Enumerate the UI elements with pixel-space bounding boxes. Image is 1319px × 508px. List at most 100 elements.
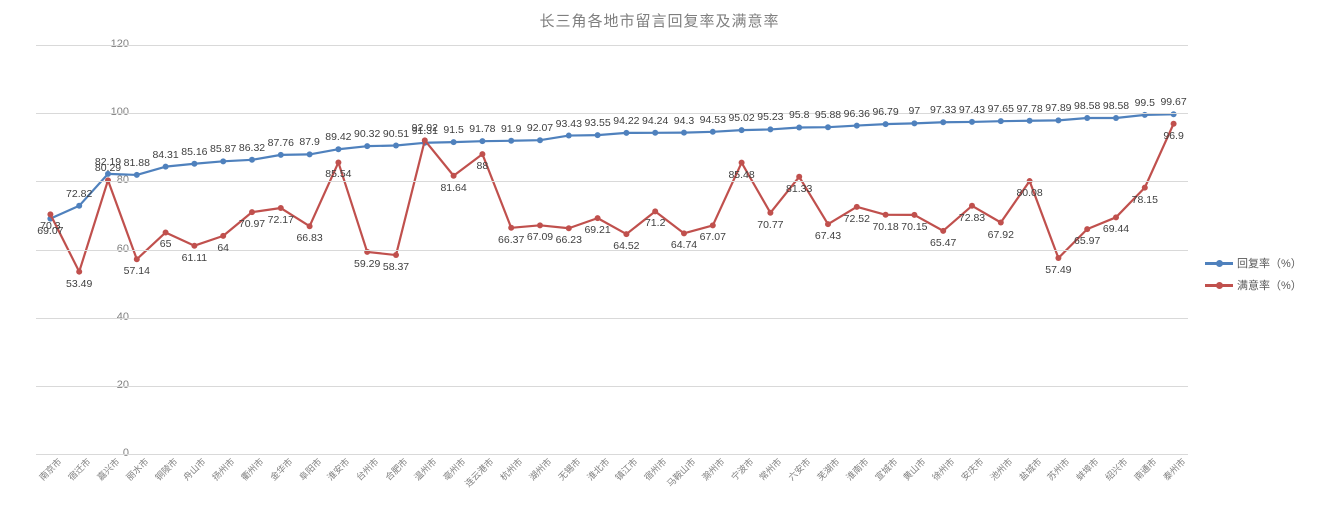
satisfaction-rate-data-label: 85.48 [728,168,755,181]
x-axis-line [36,454,1188,455]
x-tick-label: 徐州市 [930,456,957,483]
gridline [36,113,1188,115]
data-point-marker [681,230,687,237]
reply-rate-data-label: 97.89 [1045,102,1072,115]
data-point-marker [393,142,399,149]
data-point-marker [1113,115,1119,122]
y-tick-label: 0 [122,447,129,459]
x-tick-label: 常州市 [757,456,784,483]
satisfaction-rate-data-label: 70.77 [757,218,784,231]
x-tick-label: 无锡市 [556,456,583,483]
satisfaction-rate-data-label: 69.21 [584,224,611,237]
reply-rate-data-label: 69.07 [37,224,64,237]
reply-rate-data-label: 85.87 [210,143,237,156]
satisfaction-rate-data-label: 66.23 [555,234,582,247]
satisfaction-rate-data-label: 70.15 [901,220,928,233]
satisfaction-rate-data-label: 72.17 [267,214,294,227]
reply-rate-data-label: 81.88 [123,156,150,169]
x-tick-label: 池州市 [988,456,1015,483]
satisfaction-rate-data-label: 53.49 [66,277,93,290]
reply-rate-data-label: 86.32 [238,141,266,154]
data-point-marker [450,172,457,179]
legend-swatch-icon [1205,257,1233,269]
reply-rate-data-label: 97.65 [987,103,1014,116]
reply-rate-data-label: 96.79 [872,106,899,119]
satisfaction-rate-data-label: 96.9 [1163,129,1184,142]
x-tick-label: 南通市 [1132,456,1159,483]
legend-item[interactable]: 满意率（%） [1205,274,1315,296]
reply-rate-data-label: 85.16 [181,145,208,158]
x-tick-label: 南京市 [37,456,64,483]
series-lines [47,111,1177,275]
data-point-marker [537,137,543,144]
data-point-marker [191,160,198,167]
x-tick-label: 合肥市 [383,456,410,483]
data-point-marker [537,222,543,229]
satisfaction-rate-data-label: 70.18 [872,220,899,233]
data-point-marker [681,129,687,136]
reply-rate-data-label: 99.67 [1160,96,1187,109]
reply-rate-data-label: 82.19 [94,155,122,168]
x-tick-label: 宣城市 [872,456,900,483]
data-point-marker [594,215,601,222]
data-point-marker [479,151,486,158]
data-point-marker [1113,214,1119,221]
data-point-marker [594,132,601,139]
data-point-marker [508,224,515,231]
x-tick-label: 马鞍山市 [664,456,698,489]
data-point-marker [911,211,918,218]
satisfaction-rate-data-label: 57.49 [1045,264,1072,277]
satisfaction-rate-data-label: 81.64 [440,181,467,194]
data-point-marker [1055,255,1062,262]
satisfaction-rate-data-label: 70.3 [40,220,61,233]
reply-rate-data-label: 97.33 [930,104,957,117]
reply-rate-data-label: 72.82 [66,187,93,200]
data-point-marker [853,203,860,210]
reply-rate-data-label: 94.24 [642,114,669,127]
x-tick-label: 温州市 [412,456,439,483]
legend-label: 回复率（%） [1237,258,1302,270]
reply-rate-data-label: 95.02 [728,112,755,125]
data-point-marker [565,225,572,232]
data-point-marker [508,137,515,144]
legend-swatch-icon [1205,279,1233,291]
satisfaction-rate-data-label: 57.14 [123,265,150,278]
data-point-marker [1026,117,1033,124]
reply-rate-data-label: 97 [908,105,921,118]
x-tick-label: 湖州市 [527,456,554,483]
satisfaction-rate-data-label: 64.74 [670,239,698,252]
satisfaction-rate-data-label: 65 [159,238,172,251]
legend-item[interactable]: 回复率（%） [1205,252,1315,274]
reply-rate-line [49,113,1174,220]
plot-area [36,45,1188,455]
data-point-marker [853,122,860,129]
reply-rate-data-label: 90.51 [382,127,410,140]
satisfaction-rate-data-label: 72.83 [958,211,986,224]
satisfaction-rate-data-label: 80.29 [94,162,122,175]
reply-rate-data-label: 94.53 [699,113,726,126]
data-point-marker [1084,226,1091,233]
satisfaction-rate-data-label: 85.54 [325,168,352,181]
x-tick-label: 宁波市 [728,456,756,483]
satisfaction-rate-line [49,123,1175,273]
x-tick-label: 黄山市 [901,456,928,483]
chart-title: 长三角各地市留言回复率及满意率 [539,13,780,30]
gridline [36,249,1188,251]
satisfaction-rate-data-label: 67.09 [526,231,554,244]
y-tick-label: 20 [116,378,129,391]
x-axis-labels: 南京市 宿迁市 嘉兴市 丽水市 铜陵市 舟山市 扬州市 衢州市 金华市 阜阳市 淮安市 台州市 合肥市温… [36,455,1188,508]
x-tick-label: 安庆市 [959,456,986,483]
data-point-marker [796,124,803,131]
satisfaction-rate-data-label: 65.47 [930,236,957,249]
x-tick-label: 泰州市 [1160,456,1188,483]
satisfaction-rate-data-label: 66.83 [296,232,323,245]
x-tick-label: 铜陵市 [152,456,180,483]
reply-rate-data-label: 99.5 [1134,96,1156,109]
reply-rate-data-label: 93.43 [555,117,582,130]
data-point-marker [623,231,630,238]
satisfaction-rate-data-label: 66.37 [498,233,525,246]
satisfaction-rate-data-label: 80.08 [1016,187,1043,200]
x-tick-label: 苏州市 [1045,456,1072,483]
reply-rate-data-label: 91.31 [411,124,438,137]
satisfaction-rate-data-label: 78.15 [1131,193,1158,206]
